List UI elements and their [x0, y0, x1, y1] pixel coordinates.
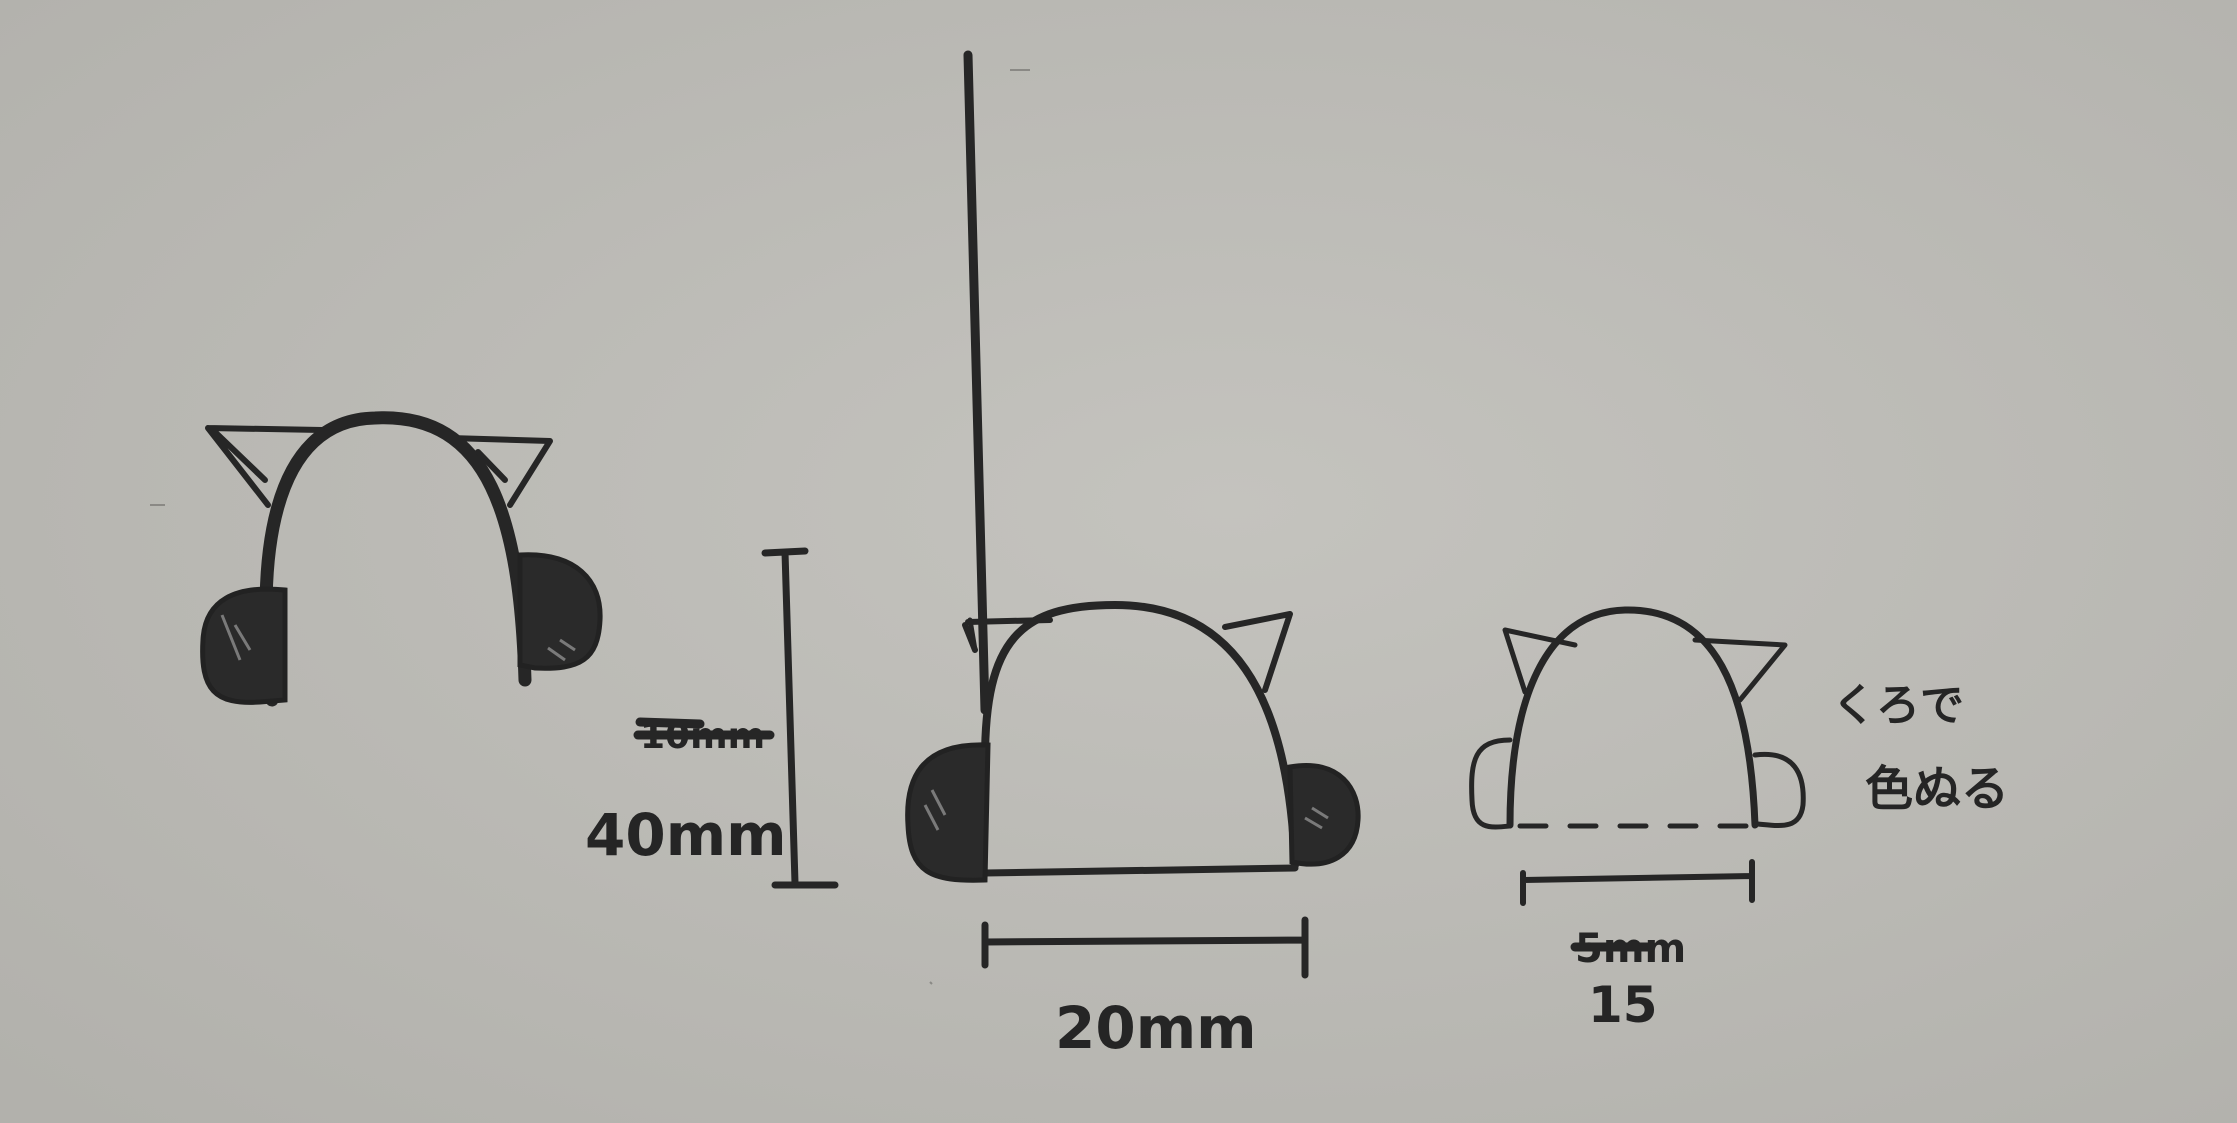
left-earpad-highlight — [923, 789, 947, 831]
figure-small: 5mm 15 くろで 色ぬる — [1469, 606, 2009, 1034]
left-earpad — [905, 742, 991, 883]
right-earpad — [517, 552, 603, 671]
paper-specks — [150, 69, 1030, 985]
left-earpad-outline — [1469, 737, 1513, 830]
figure-front-mount: 10mm 40mm 20mm — [585, 50, 1361, 1062]
left-ear — [1502, 627, 1578, 695]
right-ear — [447, 435, 553, 508]
figure-headband — [200, 411, 603, 707]
right-earpad-outline — [1752, 751, 1806, 829]
right-ear — [1222, 611, 1293, 693]
small-width-dimension — [1520, 859, 1755, 906]
head-arc — [981, 601, 1299, 869]
right-ear — [1692, 637, 1788, 703]
base-line — [981, 864, 1299, 877]
height-struck-label: 10mm — [633, 716, 775, 757]
note-line-1: くろで — [1832, 680, 1964, 731]
left-ear — [962, 617, 1053, 653]
small-width-label: 15 — [1588, 976, 1658, 1034]
height-label: 40mm — [585, 801, 787, 869]
left-earpad — [200, 586, 288, 705]
width-label: 20mm — [1055, 994, 1257, 1062]
right-earpad-highlight — [547, 638, 576, 662]
width-dimension — [981, 916, 1309, 979]
height-dimension — [761, 547, 839, 889]
headband-arc — [259, 411, 532, 707]
right-earpad-highlight — [1304, 806, 1329, 830]
small-width-struck-label: 5mm — [1570, 926, 1686, 972]
note-line-2: 色ぬる — [1865, 761, 2009, 817]
left-earpad-highlight — [220, 614, 252, 661]
left-ear — [205, 425, 325, 508]
stick — [963, 50, 990, 715]
small-arc — [1506, 606, 1759, 829]
